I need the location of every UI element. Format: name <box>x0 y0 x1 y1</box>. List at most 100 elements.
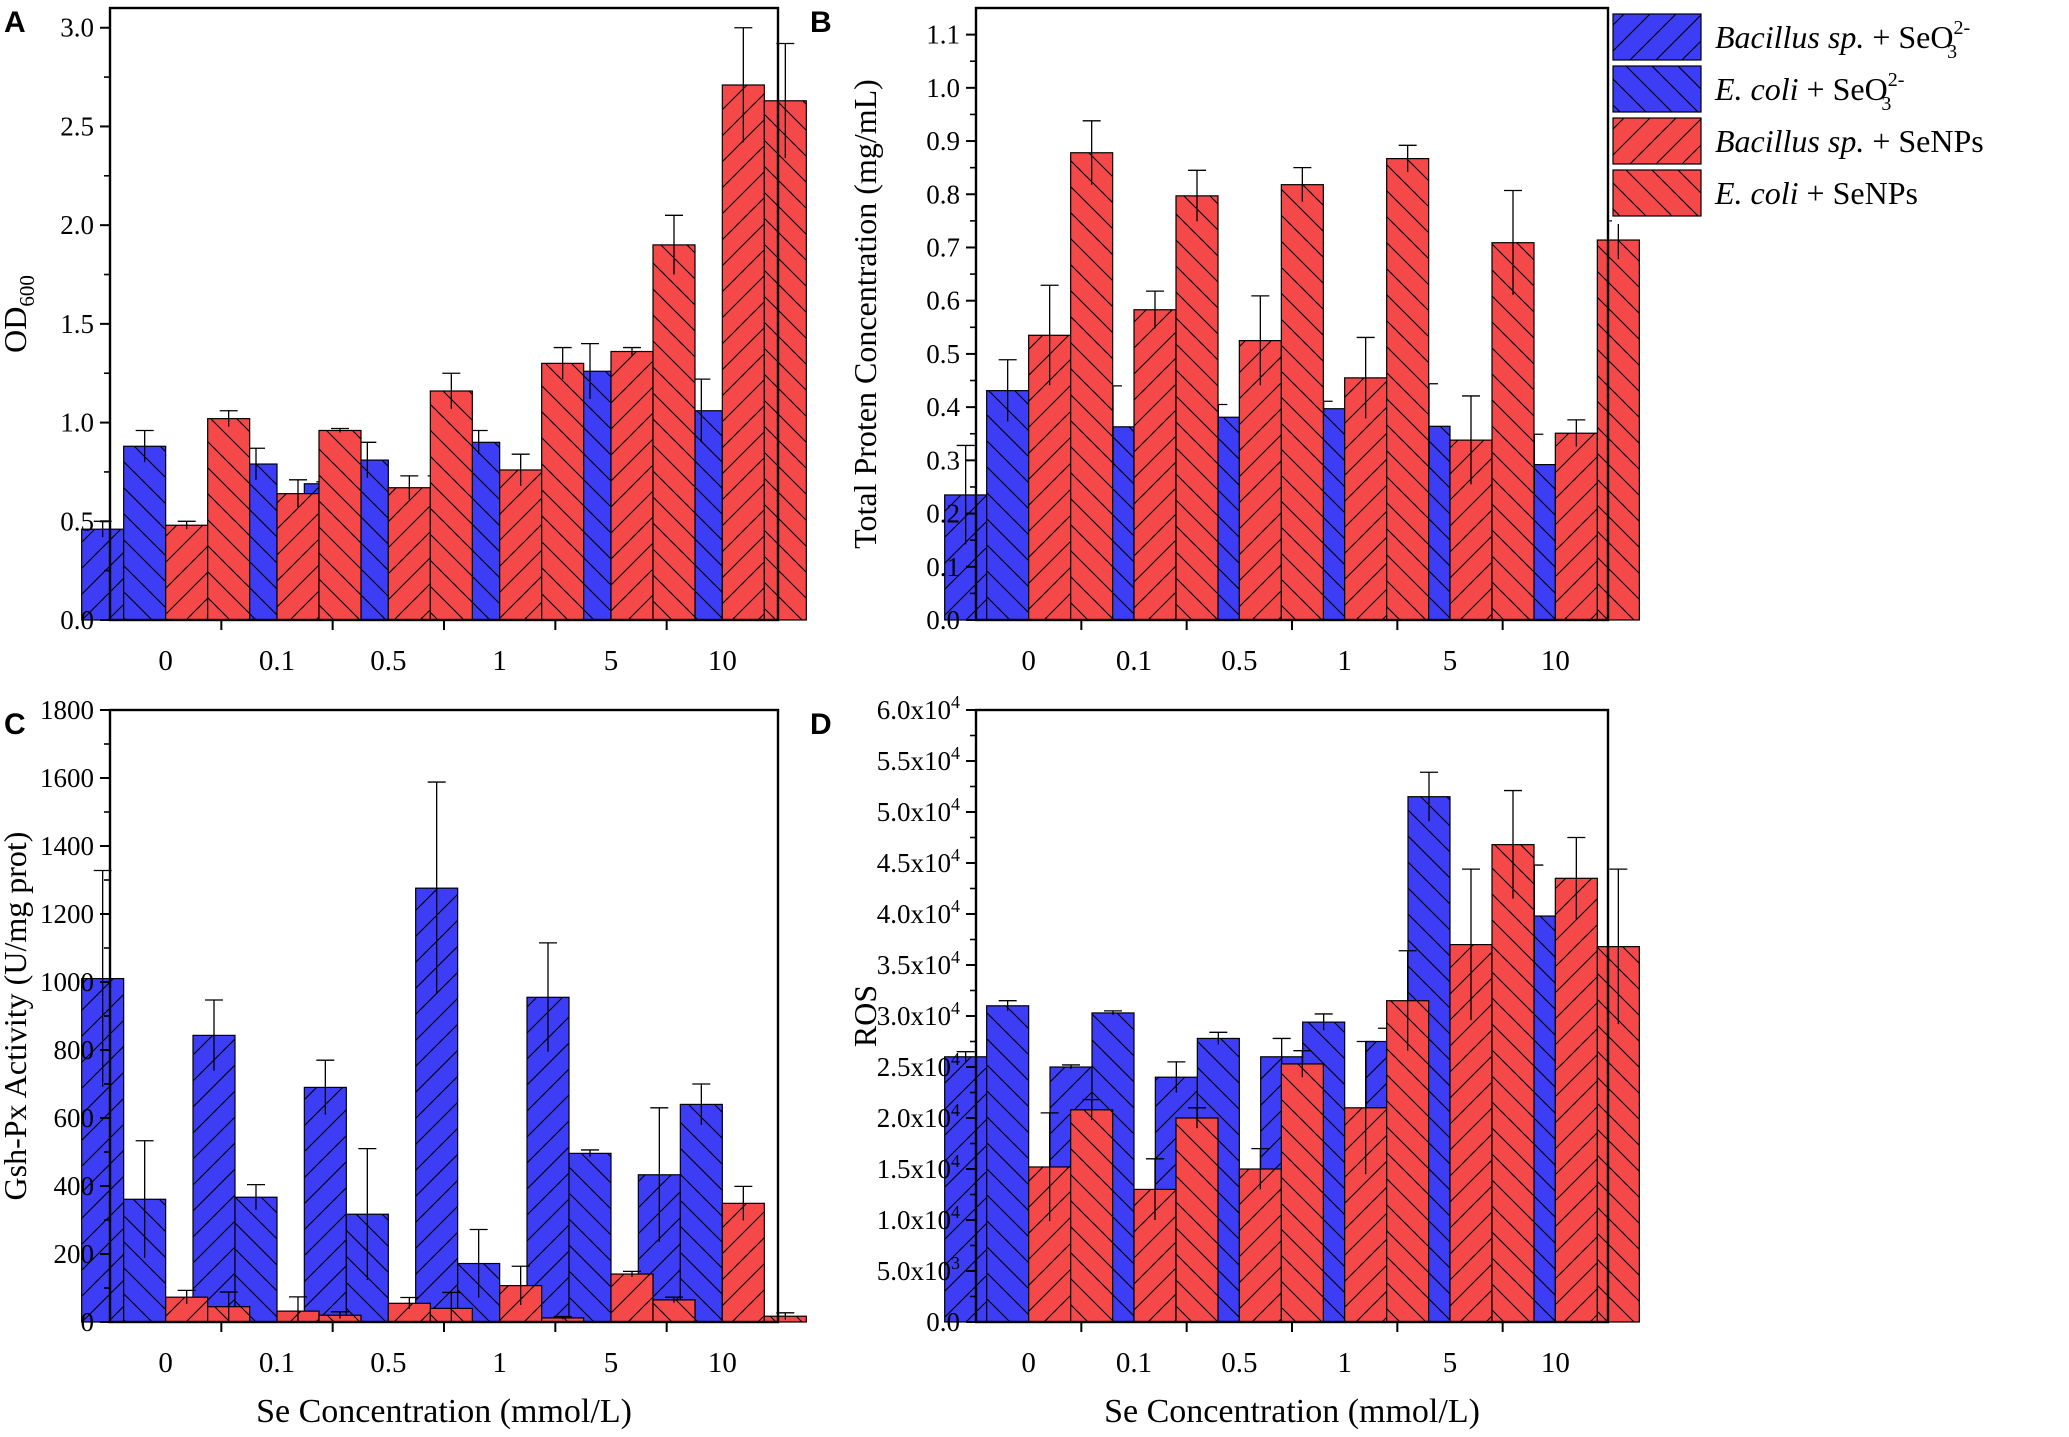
tick-mantissa: 5.0x10 <box>877 797 951 827</box>
x-tick-label: 0.1 <box>259 1347 295 1379</box>
x-tick-label: 1 <box>492 1347 507 1379</box>
tick-exponent: 4 <box>951 794 960 814</box>
x-tick-label: 5 <box>1443 645 1458 677</box>
legend-swatch-hatch <box>1613 14 1701 60</box>
y-tick-label: 1600 <box>40 763 94 793</box>
legend-treatment: + SeO <box>1864 19 1953 55</box>
y-axis-label: Total Proten Concentration (mg/mL) <box>847 79 883 549</box>
y-tick-label: 0.3 <box>926 445 960 475</box>
y-tick-label: 1800 <box>40 695 94 725</box>
panel-d: D0.05.0x1031.0x1041.5x1042.0x1042.5x1043… <box>810 692 1640 1430</box>
legend-label: Bacillus sp. + SeNPs <box>1715 123 1984 159</box>
legend-organism: Bacillus sp. <box>1715 19 1864 55</box>
x-axis-label: Se Concentration (mmol/L) <box>256 1393 632 1430</box>
panel-letter: A <box>4 6 26 39</box>
bar-hatch <box>611 351 653 620</box>
bar-hatch <box>1386 1000 1429 1322</box>
x-tick-label: 0.1 <box>1116 645 1152 677</box>
y-tick-label: 800 <box>54 1035 95 1065</box>
y-tick-label: 1.0x104 <box>877 1202 960 1235</box>
panel-c: C 0 200 400 600 800 1000 1200 1400 1600 1800 0 0.1 0.… <box>0 695 807 1430</box>
bar-hatch <box>986 1005 1029 1322</box>
bar-hatch <box>81 529 124 620</box>
x-tick-label: 0.1 <box>259 645 295 677</box>
y-tick-label: 0 <box>81 1307 95 1337</box>
bar-hatch <box>1176 195 1218 620</box>
legend-treatment: + SeO <box>1799 71 1888 107</box>
y-tick-label: 0.7 <box>926 232 960 262</box>
x-tick-label: 0 <box>158 645 173 677</box>
tick-exponent: 4 <box>951 998 960 1018</box>
bar-hatch <box>430 390 473 620</box>
y-tick-label: 5.0x103 <box>877 1253 960 1286</box>
bar-hatch <box>165 525 208 620</box>
y-tick-label: 3.5x104 <box>877 947 960 980</box>
panel-letter: B <box>810 6 832 39</box>
bar-hatch <box>1070 152 1113 621</box>
x-axis-label: Se Concentration (mmol/L) <box>1104 1393 1480 1430</box>
y-axis-label-sub: 600 <box>15 275 39 307</box>
bar-hatch <box>1281 184 1324 620</box>
y-axis-label: Gsh-Px Activity (U/mg prot) <box>0 832 33 1201</box>
bar-hatch <box>944 1056 987 1322</box>
bar-hatch <box>1281 1063 1324 1322</box>
y-tick-label: 0.0 <box>926 1307 960 1337</box>
bar-hatch <box>986 390 1029 620</box>
tick-mantissa: 2.0x10 <box>877 1103 951 1133</box>
bar-hatch <box>277 493 319 620</box>
bar-hatch <box>123 446 166 620</box>
bar-hatch <box>207 418 250 620</box>
tick-mantissa: 1.5x10 <box>877 1154 951 1184</box>
y-tick-label: 2.0 <box>60 210 94 240</box>
tick-exponent: 4 <box>951 692 960 712</box>
tick-mantissa: 4.0x10 <box>877 899 951 929</box>
bar-hatch <box>1386 158 1429 620</box>
tick-mantissa: 6.0x10 <box>877 695 951 725</box>
legend-sup: 2- <box>1953 17 1970 39</box>
y-axis-label-text: ROS <box>847 985 883 1047</box>
y-tick-label: 6.0x104 <box>877 692 960 725</box>
bar-hatch <box>1555 878 1598 1322</box>
y-tick-label: 1.0 <box>60 408 94 438</box>
bar-hatch <box>388 487 431 620</box>
tick-exponent: 4 <box>951 743 960 763</box>
x-tick-label: 10 <box>1541 1347 1570 1379</box>
y-tick-label: 1.5 <box>60 309 94 339</box>
y-tick-label: 4.0x104 <box>877 896 960 929</box>
y-tick-label: 1.0 <box>926 73 960 103</box>
y-tick-label: 200 <box>54 1239 95 1269</box>
bar-hatch <box>541 363 584 620</box>
x-tick-label: 10 <box>708 645 737 677</box>
tick-mantissa: 5.5x10 <box>877 746 951 776</box>
legend-treatment: + SeNPs <box>1799 175 1918 211</box>
legend-label: E. coli + SeNPs <box>1714 175 1918 211</box>
x-tick-label: 5 <box>604 1347 619 1379</box>
bar-hatch <box>541 1317 584 1322</box>
x-tick-label: 10 <box>1541 645 1570 677</box>
y-tick-label: 0.0 <box>60 605 94 635</box>
bar-hatch <box>611 1274 653 1322</box>
x-tick-label: 0.5 <box>1221 1347 1257 1379</box>
y-tick-label: 0.5 <box>60 506 94 536</box>
y-tick-label: 0.6 <box>926 286 960 316</box>
tick-exponent: 4 <box>951 947 960 967</box>
y-tick-label: 0.8 <box>926 179 960 209</box>
bar-hatch <box>569 1153 611 1322</box>
x-tick-label: 0 <box>158 1347 173 1379</box>
panel-b: B 0.0 0.1 0.2 0.3 0.4 0.5 0.6 0.7 0.8 0.9 1.0 1.1 0 0.… <box>810 6 1640 677</box>
y-tick-label: 4.5x104 <box>877 845 960 878</box>
x-tick-label: 1 <box>1337 1347 1352 1379</box>
x-tick-label: 0.5 <box>370 1347 406 1379</box>
legend-label: E. coli + SeO2-3 <box>1714 69 1904 115</box>
y-tick-label: 2.5 <box>60 111 94 141</box>
bar-hatch <box>1555 433 1598 620</box>
y-tick-label: 5.5x104 <box>877 743 960 776</box>
y-tick-label: 1000 <box>40 967 94 997</box>
y-tick-label: 2.5x104 <box>877 1049 960 1082</box>
panel-a: A 0.0 0.5 1.0 1.5 2.0 2.5 3.0 0 0.1 0.5 1 5 10 OD600 <box>0 6 807 677</box>
tick-exponent: 4 <box>951 1100 960 1120</box>
y-tick-label: 1.5x104 <box>877 1151 960 1184</box>
x-tick-label: 1 <box>492 645 507 677</box>
legend-swatch-hatch <box>1613 170 1701 216</box>
legend-organism: E. coli <box>1714 175 1799 211</box>
